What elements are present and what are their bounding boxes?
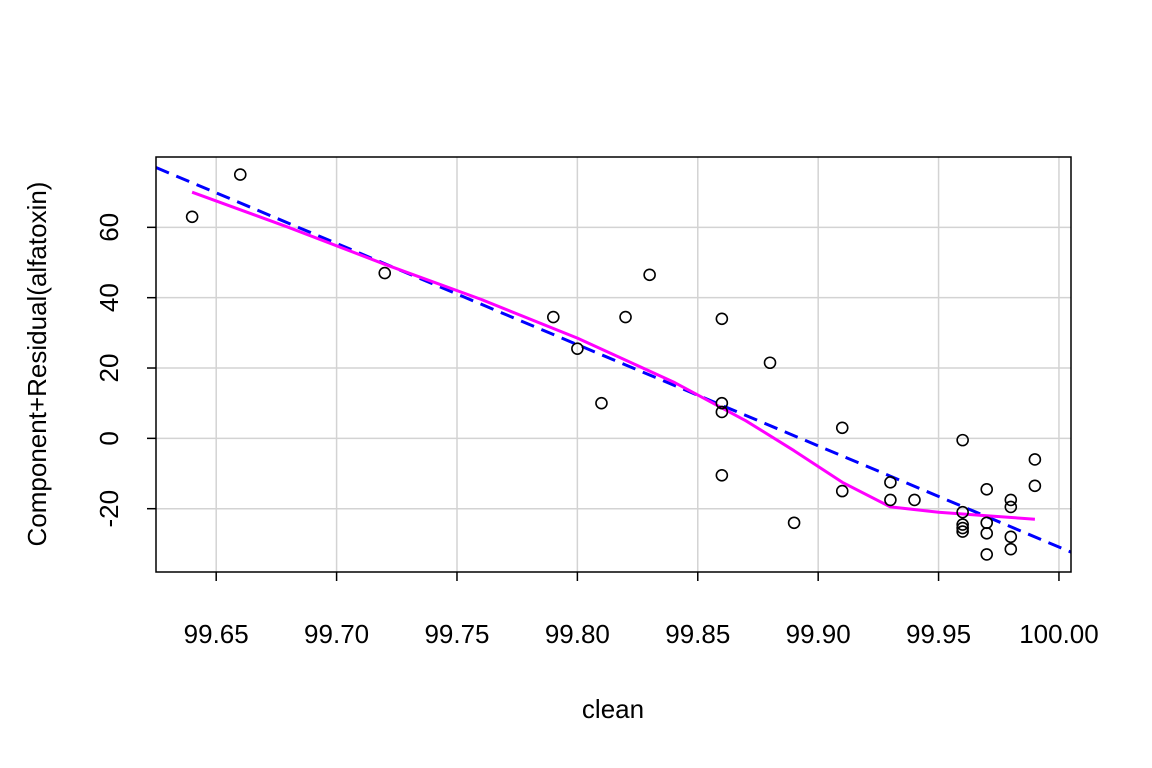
- data-point: [956, 521, 969, 535]
- x-tick-label: 99.85: [665, 619, 730, 649]
- data-point: [715, 312, 729, 326]
- data-point: [787, 516, 801, 530]
- data-point: [1004, 530, 1018, 544]
- x-tick-label: 99.90: [786, 619, 851, 649]
- y-tick-label: 0: [94, 431, 124, 445]
- data-point: [884, 493, 897, 507]
- data-point: [643, 268, 656, 282]
- plot-frame: [155, 156, 1072, 573]
- data-point: [956, 525, 969, 538]
- y-tick-label: -20: [94, 490, 124, 528]
- x-tick-label: 99.95: [906, 619, 971, 649]
- data-point: [884, 476, 897, 489]
- data-point: [956, 518, 969, 531]
- data-point: [715, 405, 729, 419]
- data-point: [1028, 479, 1042, 493]
- data-point: [956, 505, 969, 519]
- y-tick-label: 20: [94, 354, 124, 383]
- grid-lines: [156, 157, 1071, 572]
- data-point: [956, 433, 969, 447]
- data-point: [980, 483, 994, 496]
- y-tick-label: 40: [94, 283, 124, 312]
- data-points: [185, 168, 1042, 561]
- data-point: [835, 484, 849, 498]
- data-point: [547, 310, 560, 324]
- data-point: [763, 356, 777, 370]
- x-tick-label: 99.65: [184, 619, 249, 649]
- axis-ticks: 99.65 99.70 99.75 99.80 99.85 99.90 99.95 100.0…: [94, 213, 1099, 649]
- x-tick-label: 99.75: [424, 619, 489, 649]
- y-tick-label: 60: [94, 213, 124, 242]
- data-point: [571, 342, 584, 355]
- data-point: [595, 396, 608, 410]
- data-point: [908, 493, 921, 507]
- data-point: [835, 421, 849, 435]
- data-point: [1028, 453, 1042, 466]
- linear-fit-line: [156, 166, 1071, 554]
- data-point: [980, 516, 994, 530]
- x-tick-label: 100.00: [1019, 619, 1099, 649]
- data-point: [233, 168, 247, 181]
- data-point: [378, 266, 392, 280]
- data-point: [980, 548, 994, 561]
- data-point: [1004, 500, 1018, 514]
- data-point: [185, 210, 199, 224]
- data-point: [715, 468, 729, 482]
- smooth-fit-line: [191, 190, 1036, 521]
- y-axis-title: Component+Residual(alfatoxin): [22, 182, 52, 547]
- x-axis-title: clean: [582, 694, 644, 724]
- data-point: [619, 310, 632, 324]
- fit-lines: [156, 166, 1071, 554]
- x-tick-label: 99.80: [545, 619, 610, 649]
- data-point: [980, 527, 994, 540]
- data-point: [715, 396, 729, 410]
- x-tick-label: 99.70: [304, 619, 369, 649]
- data-point: [1004, 493, 1018, 507]
- data-point: [1004, 542, 1018, 556]
